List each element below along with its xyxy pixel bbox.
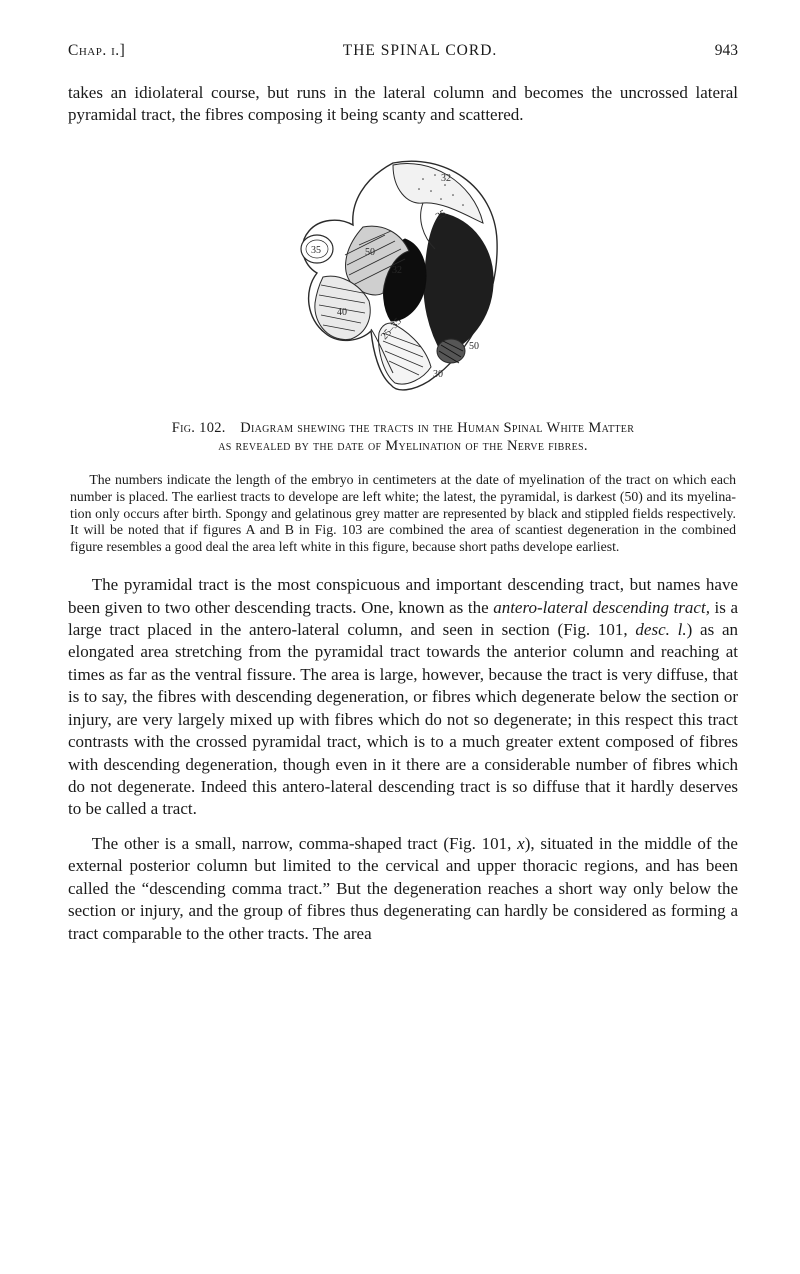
figure-caption-lead: Fig. 102. [172, 420, 226, 436]
label-50-left: 50 [365, 247, 375, 258]
figure-102: 32 25 50 32 35 40 25–35 50 30 Fig. 102. … [68, 145, 738, 456]
right-small-tract [437, 339, 465, 363]
label-30: 30 [433, 369, 443, 380]
p2-i1: x [517, 834, 525, 853]
running-head-center: THE SPINAL CORD. [343, 42, 498, 60]
label-32-mid: 32 [392, 265, 402, 276]
figure-caption-line1: Diagram shewing the tracts in the Human … [240, 420, 634, 436]
p1-i1: antero-lateral descending tract, [493, 598, 710, 617]
running-head: Chap. i.] THE SPINAL CORD. 943 [68, 42, 738, 60]
running-head-left: Chap. i.] [68, 42, 125, 60]
figure-caption-body: The numbers indicate the length of the e… [70, 472, 736, 556]
figure-caption: Fig. 102. Diagram shewing the tracts in … [86, 419, 720, 456]
page-number: 943 [715, 42, 738, 60]
label-50-right: 50 [469, 341, 479, 352]
p2-a: The other is a small, narrow, comma-shap… [92, 834, 517, 853]
label-top-32: 32 [441, 173, 451, 184]
label-35: 35 [311, 245, 321, 256]
p1-i2: desc. l. [635, 620, 686, 639]
page: Chap. i.] THE SPINAL CORD. 943 takes an … [0, 0, 800, 1007]
intro-paragraph: takes an idiolateral course, but runs in… [68, 82, 738, 127]
figure-caption-line2: as revealed by the date of Myelination o… [218, 438, 588, 454]
spinal-cord-diagram: 32 25 50 32 35 40 25–35 50 30 [273, 145, 533, 405]
body-paragraph-1: The pyramidal tract is the most conspicu… [68, 574, 738, 821]
pyramidal-tract [424, 213, 493, 355]
p1-c: ) as an elongated area stretching from t… [68, 620, 738, 819]
label-40: 40 [337, 307, 347, 318]
body-paragraph-2: The other is a small, narrow, comma-shap… [68, 833, 738, 945]
